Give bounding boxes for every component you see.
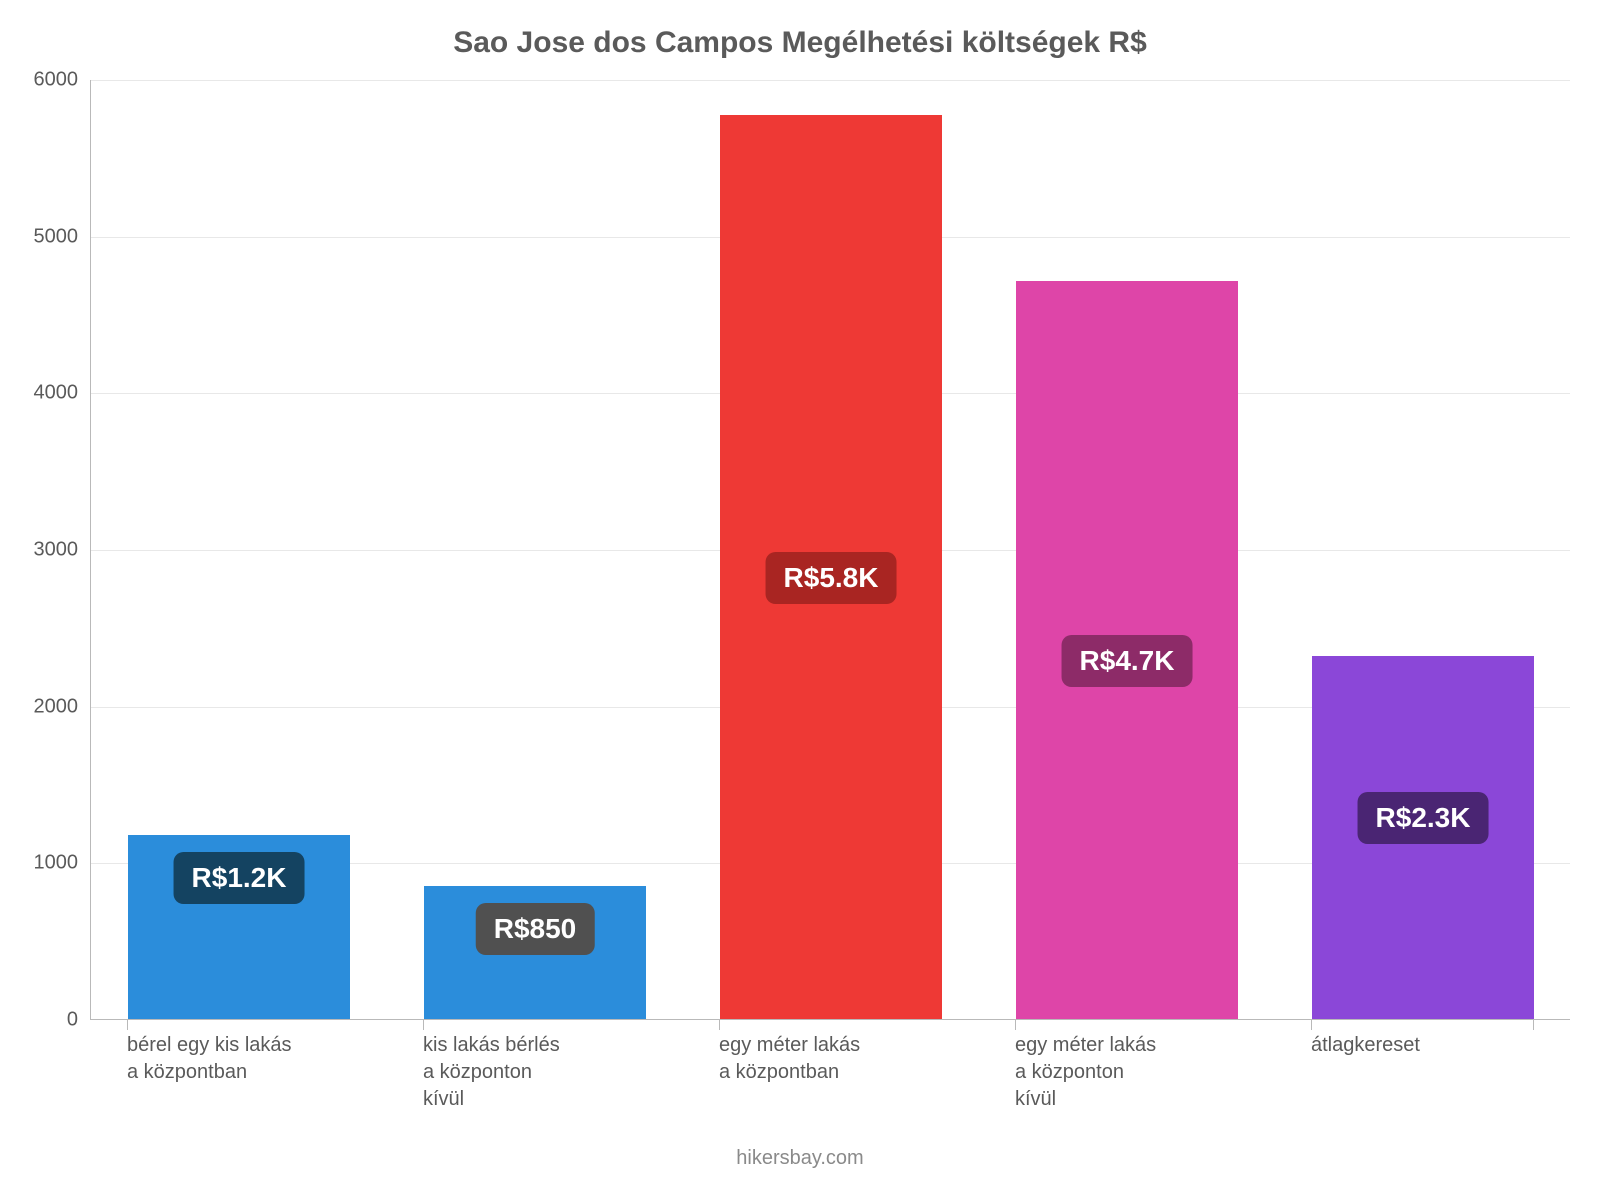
bars-layer: R$1.2K R$850 R$5.8K R$4.7K R$2.3K: [91, 80, 1570, 1019]
bar-value-badge: R$1.2K: [174, 852, 305, 904]
bar-value-badge: R$850: [476, 903, 595, 955]
x-tick-mark: [423, 1020, 424, 1030]
x-category-label: egy méter lakása központonkívül: [1015, 1032, 1277, 1113]
chart-footer: hikersbay.com: [0, 1147, 1600, 1170]
x-category-label: kis lakás bérlésa központonkívül: [423, 1032, 685, 1113]
x-category-label: átlagkereset: [1311, 1032, 1573, 1059]
bar-value-badge: R$4.7K: [1062, 635, 1193, 687]
y-tick-label: 1000: [34, 852, 79, 875]
x-tick-mark: [1311, 1020, 1312, 1030]
y-tick-label: 3000: [34, 539, 79, 562]
cost-of-living-chart: Sao Jose dos Campos Megélhetési költsége…: [0, 0, 1600, 1200]
x-tick-mark: [127, 1020, 128, 1030]
y-tick-label: 4000: [34, 382, 79, 405]
y-tick-label: 5000: [34, 225, 79, 248]
y-tick-label: 6000: [34, 69, 79, 92]
x-category-label: bérel egy kis lakása központban: [127, 1032, 389, 1086]
plot-area: R$1.2K R$850 R$5.8K R$4.7K R$2.3K: [90, 80, 1570, 1020]
bar-value-badge: R$2.3K: [1358, 792, 1489, 844]
x-tick-mark: [1015, 1020, 1016, 1030]
chart-title: Sao Jose dos Campos Megélhetési költsége…: [0, 26, 1600, 60]
x-category-label: egy méter lakása központban: [719, 1032, 981, 1086]
y-tick-label: 2000: [34, 695, 79, 718]
y-tick-label: 0: [67, 1009, 78, 1032]
x-tick-mark: [1533, 1020, 1534, 1030]
bar-value-badge: R$5.8K: [766, 552, 897, 604]
x-tick-mark: [719, 1020, 720, 1030]
